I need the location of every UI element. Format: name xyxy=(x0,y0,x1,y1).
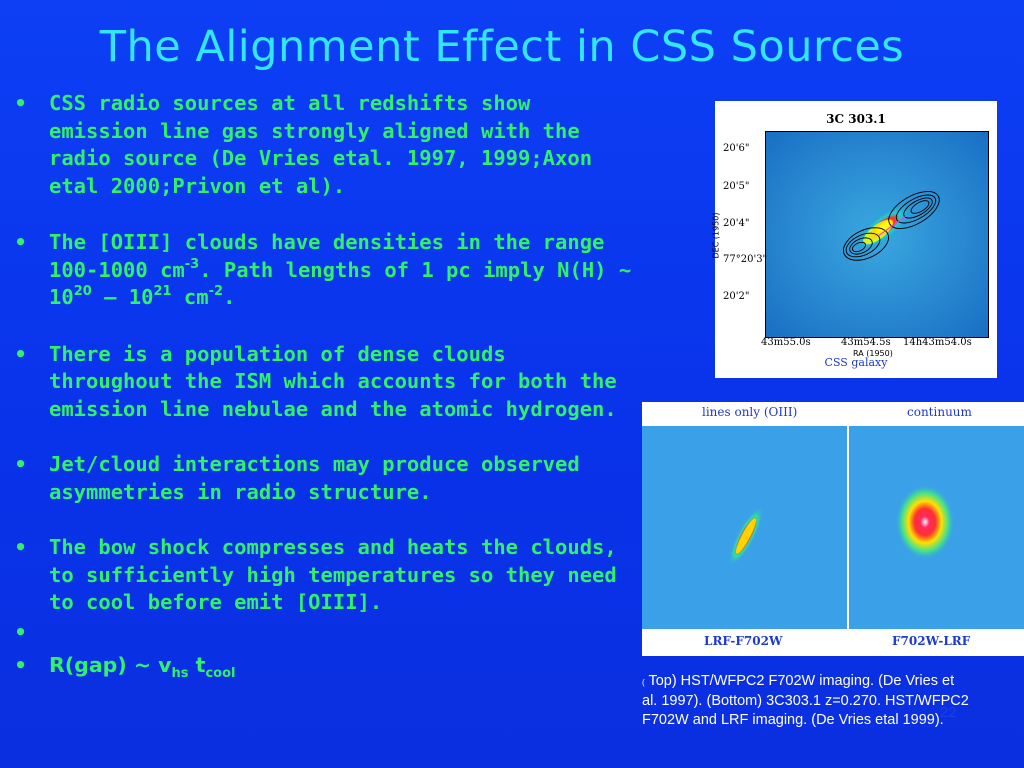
bullet-item-formula: • R(gap) ~ vhs tcool xyxy=(14,652,634,680)
x-tick-label: 43m54.5s xyxy=(841,337,891,348)
page-number: 22 xyxy=(940,704,957,721)
figure-title: 3C 303.1 xyxy=(826,112,886,126)
bullet-text: The bow shock compresses and heats the c… xyxy=(49,535,617,614)
figure-caption: CSS galaxy xyxy=(824,356,888,369)
y-tick-label: 77°20'3" xyxy=(723,254,768,265)
panel-label-lines: lines only (OIII) xyxy=(702,405,798,419)
bullet-dot: • xyxy=(14,341,28,366)
bullet-item: • The bow shock compresses and heats the … xyxy=(14,534,634,617)
x-tick-label: 14h43m54.0s xyxy=(903,337,972,348)
lines-only-image xyxy=(642,426,847,629)
bullet-dot: • xyxy=(14,619,28,644)
y-tick-label: 20'5" xyxy=(723,181,750,192)
slide-title: The Alignment Effect in CSS Sources xyxy=(99,22,905,72)
y-tick-label: 20'6" xyxy=(723,143,750,154)
bullet-text-part: – 10 xyxy=(91,285,154,309)
panel-label-f702w: F702W-LRF xyxy=(892,634,971,648)
bullet-dot: • xyxy=(14,452,28,476)
bullet-dot: • xyxy=(14,91,28,115)
lines-only-panel xyxy=(642,426,847,629)
bullet-text: There is a population of dense clouds th… xyxy=(49,341,617,421)
figure-caption-bottom: ( Top) HST/WFPC2 F702W imaging. (De Vrie… xyxy=(642,672,972,730)
continuum-image xyxy=(849,426,1024,629)
hst-panels-figure: lines only (OIII) continuum xyxy=(642,402,1024,656)
contour-plot-svg xyxy=(766,132,988,337)
bullet-list: • CSS radio sources at all redshifts show… xyxy=(14,90,634,680)
panel-label-continuum: continuum xyxy=(907,405,972,419)
bullet-text: CSS radio sources at all redshifts show … xyxy=(49,91,593,198)
bullet-text: Jet/cloud interactions may produce obser… xyxy=(49,452,580,504)
bullet-text-part: cm xyxy=(171,285,209,309)
subscript: cool xyxy=(205,665,236,681)
bullet-item: • Jet/cloud interactions may produce obse… xyxy=(14,451,634,506)
y-tick-label: 20'2" xyxy=(723,291,750,302)
superscript: -2 xyxy=(208,284,224,299)
bullet-item: • There is a population of dense clouds t… xyxy=(14,341,634,424)
formula-part: t xyxy=(188,652,206,677)
bullet-item-empty: • xyxy=(14,619,634,646)
formula-part: R(gap) ~ v xyxy=(49,652,172,677)
x-axis-label: RA (1950) xyxy=(853,349,893,358)
superscript: -3 xyxy=(184,256,200,272)
y-axis-label: DEC (1950) xyxy=(711,212,721,259)
bullet-dot: • xyxy=(14,535,28,559)
subscript: hs xyxy=(171,665,189,681)
caption-text: Top) HST/WFPC2 F702W imaging. (De Vries … xyxy=(642,673,969,728)
radio-contour-figure: 3C 303.1 xyxy=(711,101,997,378)
bullet-dot: • xyxy=(14,652,28,677)
panel-label-lrf: LRF-F702W xyxy=(704,634,783,648)
bullet-text-part: The [OIII] clouds have densities in the … xyxy=(49,230,605,282)
superscript: 20 xyxy=(73,284,92,299)
bullet-text-part: . Path lengths of 1 pc imply N(H) ~ 10 xyxy=(49,257,632,310)
bullet-text-part: . xyxy=(223,285,236,309)
bullet-item: • The [OIII] clouds have densities in the… xyxy=(14,229,634,312)
contour-plot-image xyxy=(765,131,989,338)
bullet-dot: • xyxy=(14,230,28,254)
x-tick-label: 43m55.0s xyxy=(761,337,811,348)
bullet-item: • CSS radio sources at all redshifts show… xyxy=(14,90,634,200)
superscript: 21 xyxy=(153,284,172,299)
caption-lead: ( xyxy=(642,678,645,687)
continuum-panel xyxy=(849,426,1024,629)
y-tick-label: 20'4" xyxy=(723,218,750,229)
